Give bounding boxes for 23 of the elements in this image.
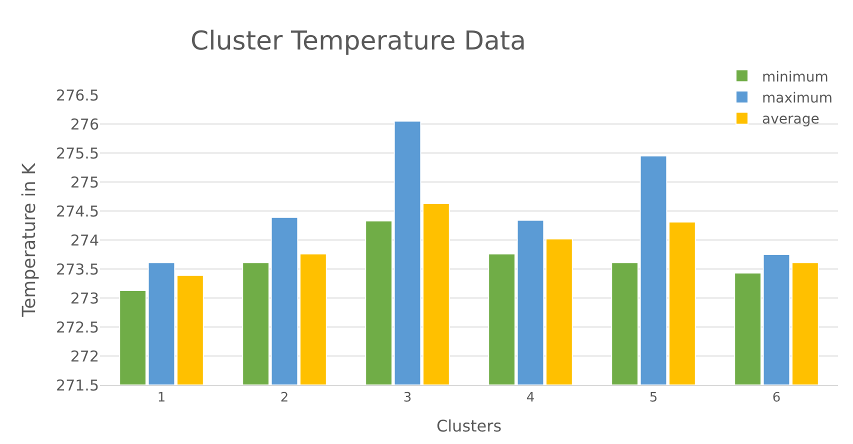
x-tick-label: 6 xyxy=(772,390,781,406)
y-tick-label: 271.5 xyxy=(56,376,99,394)
y-tick-label: 274.5 xyxy=(56,202,99,220)
y-tick-label: 275.5 xyxy=(56,144,99,162)
legend-label: average xyxy=(762,112,820,128)
y-tick-label: 276.5 xyxy=(56,86,99,104)
legend-label: minimum xyxy=(762,69,828,86)
legend-label: maximum xyxy=(762,90,833,106)
x-tick-label: 2 xyxy=(280,390,289,406)
y-tick-label: 273 xyxy=(70,289,99,308)
x-tick-label: 1 xyxy=(157,390,166,406)
y-tick-label: 274 xyxy=(70,231,99,250)
y-tick-label: 273.5 xyxy=(56,260,99,278)
y-tick-label: 272.5 xyxy=(56,318,99,336)
chart-title: Cluster Temperature Data xyxy=(190,26,526,56)
x-tick-label: 4 xyxy=(526,390,535,406)
y-axis-title: Temperature in K xyxy=(19,162,40,318)
y-tick-label: 272 xyxy=(70,347,99,366)
x-tick-label: 5 xyxy=(649,390,658,406)
x-tick-label: 3 xyxy=(403,390,412,406)
y-tick-label: 276 xyxy=(70,115,99,134)
y-tick-label: 275 xyxy=(70,173,99,192)
x-axis-title: Clusters xyxy=(436,416,502,436)
